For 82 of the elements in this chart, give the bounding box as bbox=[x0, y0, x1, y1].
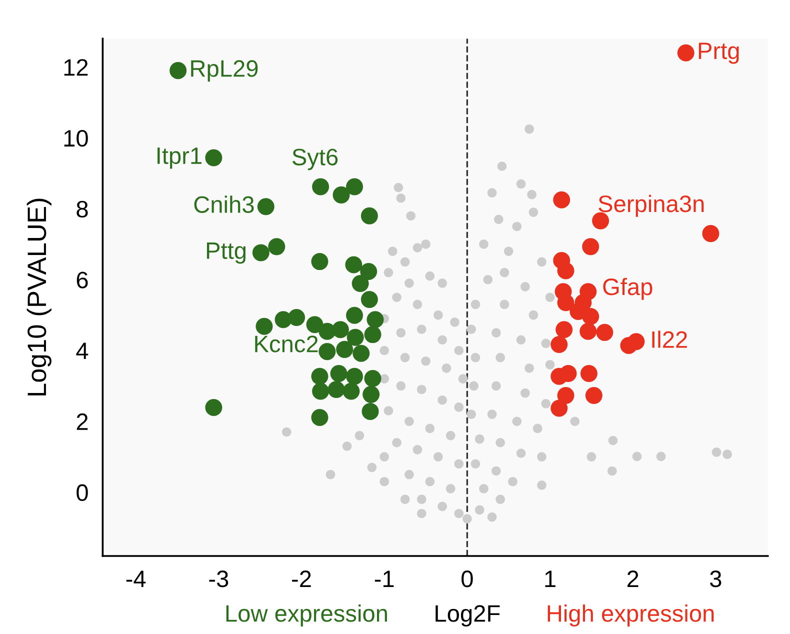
point bbox=[312, 178, 330, 196]
point bbox=[628, 333, 645, 350]
annotation: Syt6 bbox=[292, 148, 338, 170]
point bbox=[330, 365, 348, 382]
point bbox=[550, 368, 568, 385]
point bbox=[553, 191, 570, 208]
x-tick-label: -4 bbox=[126, 570, 146, 588]
x-axis-title: Log2F bbox=[436, 605, 500, 627]
annotation: Prtg bbox=[698, 42, 739, 64]
y-tick-label: 0 bbox=[76, 484, 88, 502]
point bbox=[366, 311, 384, 328]
y-tick-label: 12 bbox=[64, 59, 88, 76]
point bbox=[332, 186, 350, 204]
point bbox=[362, 386, 380, 403]
point bbox=[306, 316, 324, 334]
point bbox=[677, 44, 694, 62]
point bbox=[311, 368, 328, 385]
point bbox=[580, 322, 597, 340]
point bbox=[346, 306, 364, 324]
annotation: Itpr1 bbox=[158, 148, 202, 169]
point bbox=[311, 408, 328, 426]
point bbox=[256, 318, 273, 335]
point bbox=[311, 253, 328, 270]
point bbox=[557, 262, 574, 280]
point bbox=[582, 238, 600, 256]
point bbox=[557, 294, 574, 312]
point bbox=[550, 336, 568, 353]
x-tick-label: 2 bbox=[627, 570, 638, 588]
point bbox=[362, 402, 379, 420]
point bbox=[346, 328, 364, 346]
annotation: RpL29 bbox=[191, 60, 258, 82]
x-tick-label: 1 bbox=[545, 570, 556, 588]
point bbox=[170, 62, 187, 80]
point bbox=[346, 178, 364, 196]
point bbox=[585, 386, 602, 404]
point bbox=[312, 382, 330, 400]
point bbox=[346, 368, 364, 385]
point bbox=[364, 326, 382, 344]
x-tick-label: 0 bbox=[462, 570, 473, 588]
point bbox=[580, 365, 598, 382]
x-tick-label: -1 bbox=[374, 570, 394, 588]
point bbox=[205, 149, 222, 166]
point bbox=[360, 290, 378, 308]
annotation: Serpina3n bbox=[598, 194, 704, 217]
y-tick-label: 10 bbox=[64, 130, 88, 147]
x-tick-label: -2 bbox=[292, 570, 311, 588]
annotation: Cnih3 bbox=[194, 196, 254, 213]
y-tick-label: 8 bbox=[76, 200, 88, 218]
point bbox=[364, 370, 382, 387]
annotation: Kcnc2 bbox=[255, 336, 318, 352]
point bbox=[582, 308, 600, 325]
y-tick-label: 4 bbox=[76, 342, 88, 360]
annotation: Il22 bbox=[652, 330, 687, 348]
x-tick-label: 3 bbox=[710, 570, 722, 588]
y-axis-title: Log10 (PVALUE) bbox=[26, 198, 52, 396]
point bbox=[252, 244, 270, 262]
point bbox=[702, 225, 720, 242]
point bbox=[318, 343, 336, 360]
point bbox=[352, 275, 369, 292]
point bbox=[257, 198, 274, 216]
point bbox=[345, 256, 362, 274]
point bbox=[596, 324, 614, 341]
annotation: Gfap bbox=[603, 278, 652, 300]
point bbox=[328, 380, 345, 398]
point bbox=[557, 386, 574, 404]
point bbox=[360, 262, 378, 280]
point bbox=[336, 340, 354, 358]
point bbox=[550, 400, 568, 417]
text: Low expression bbox=[226, 604, 387, 627]
point bbox=[556, 321, 573, 338]
x-tick-label: -3 bbox=[209, 570, 228, 588]
point bbox=[288, 309, 306, 326]
annotation: Pttg bbox=[206, 242, 246, 264]
point bbox=[205, 399, 222, 416]
y-tick-label: 2 bbox=[76, 413, 88, 430]
point bbox=[360, 207, 378, 224]
point bbox=[352, 344, 370, 362]
text: High expression bbox=[548, 604, 714, 627]
point bbox=[342, 382, 360, 400]
point bbox=[332, 321, 349, 338]
y-tick-label: 6 bbox=[76, 272, 88, 288]
point bbox=[268, 238, 286, 256]
